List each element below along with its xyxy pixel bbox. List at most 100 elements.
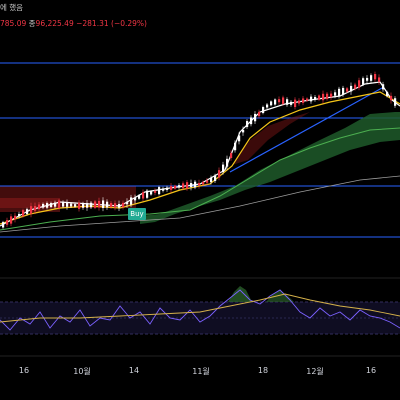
candle-body: [314, 97, 317, 100]
candle-body: [206, 180, 209, 183]
candle-body: [158, 187, 161, 195]
candle-body: [178, 185, 181, 188]
buy-signal-badge[interactable]: Buy: [128, 208, 146, 220]
candle-body: [358, 80, 361, 88]
white-ma-line: [0, 81, 400, 227]
candle-body: [2, 222, 5, 228]
candle-body: [46, 203, 49, 208]
close-value: 96,225.49: [35, 19, 74, 28]
candle-body: [302, 98, 305, 103]
candle-body: [390, 95, 393, 101]
candle-body: [154, 190, 157, 193]
candle-body: [170, 186, 173, 190]
candle-body: [54, 202, 57, 207]
candle-body: [22, 210, 25, 217]
candle-body: [82, 203, 85, 208]
candle-body: [134, 197, 137, 201]
candle-body: [286, 99, 289, 105]
candle-body: [6, 220, 9, 225]
candle-body: [350, 85, 353, 92]
candle-body: [62, 201, 65, 207]
header-line1: 에 했음: [0, 3, 24, 12]
candle-body: [74, 204, 77, 207]
osc-green-bump: [228, 286, 252, 302]
candle-body: [290, 101, 293, 105]
x-axis[interactable]: 16 10월 14 11월 18 12월 16: [0, 358, 400, 400]
candle-body: [218, 170, 221, 178]
red-resistance-zone-lower: [0, 198, 60, 212]
candle-body: [310, 96, 313, 102]
candle-body: [242, 129, 245, 133]
long-ma-line: [0, 175, 400, 233]
candle-body: [330, 93, 333, 98]
candle-body: [238, 135, 241, 142]
x-tick-label: 16: [365, 366, 377, 375]
red-ma-zone: [232, 112, 310, 165]
candle-body: [210, 177, 213, 183]
candle-body: [138, 195, 141, 199]
candle-body: [14, 215, 17, 220]
candle-body: [114, 203, 117, 208]
candle-body: [282, 97, 285, 104]
candle-body: [90, 202, 93, 208]
green-ma-line: [0, 127, 400, 231]
candle-body: [10, 216, 13, 224]
candle-body: [166, 187, 169, 190]
candle-body: [190, 182, 193, 188]
candle-body: [162, 188, 165, 191]
candle-body: [30, 206, 33, 214]
candle-body: [278, 99, 281, 103]
candle-body: [294, 99, 297, 108]
candle-body: [142, 192, 145, 199]
x-tick-label: 18: [257, 366, 269, 375]
candle-body: [318, 95, 321, 100]
x-tick-label: 14: [128, 366, 140, 375]
candle-body: [130, 197, 133, 205]
candle-body: [18, 213, 21, 217]
candle-body: [306, 98, 309, 101]
x-tick-label: 11월: [192, 367, 210, 376]
candle-body: [246, 121, 249, 127]
candle-body: [266, 104, 269, 108]
candle-body: [354, 84, 357, 89]
candle-body: [230, 153, 233, 158]
candle-body: [394, 98, 397, 106]
candle-body: [270, 101, 273, 106]
candle-body: [250, 117, 253, 125]
candle-body: [374, 73, 377, 80]
candle-body: [50, 203, 53, 207]
change-value: −281.31 (−0.29%): [76, 19, 147, 28]
oscillator-panel: [0, 277, 400, 335]
osc-green-bump-2: [266, 290, 294, 302]
candle-body: [42, 203, 45, 208]
osc-purple-line: [0, 289, 400, 331]
candle-body: [38, 204, 41, 210]
candle-body: [122, 202, 125, 208]
candle-body: [258, 111, 261, 117]
x-tick-label: 10월: [73, 367, 91, 376]
candle-body: [182, 183, 185, 189]
candle-body: [86, 203, 89, 208]
candle-body: [146, 190, 149, 198]
candle-body: [214, 175, 217, 181]
candle-body: [362, 78, 365, 85]
candle-body: [234, 142, 237, 151]
candle-body: [370, 75, 373, 81]
candle-body: [186, 182, 189, 189]
header-line2: 785.09 종96,225.49 −281.31 (−0.29%): [0, 19, 147, 29]
candle-body: [262, 107, 265, 113]
candle-body: [78, 202, 81, 209]
candle-body: [198, 182, 201, 186]
candle-body: [326, 93, 329, 99]
candle-body: [382, 84, 385, 90]
candle-body: [298, 100, 301, 104]
candle-body: [274, 99, 277, 105]
x-tick-label: 12월: [306, 367, 324, 376]
candle-body: [202, 181, 205, 185]
osc-yellow-line: [0, 293, 400, 323]
candle-body: [102, 200, 105, 208]
candle-body: [254, 113, 257, 122]
candle-body: [70, 203, 73, 207]
candle-body: [194, 181, 197, 188]
